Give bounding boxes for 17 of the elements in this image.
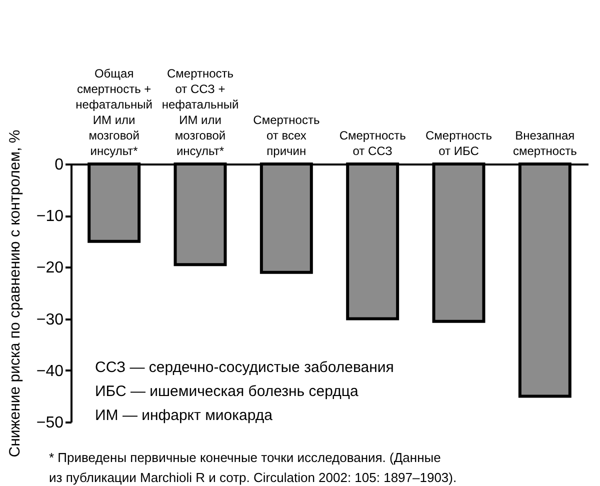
text: * Приведены первичные конечные точки исследования. (Данные из публикации Marchioli R и сотр. Circulation 2002: 105: 1897–1903). [49,450,457,485]
x-tick-label: Смертность от ИБС [425,128,492,158]
x-tick-label: Смертность от ССЗ [339,128,406,158]
annotation: ИБС — ишемическая болезнь сердца [95,383,359,400]
y-tick-label: −40 [36,362,64,380]
x-tick-label: Внезапная смертность [512,128,577,158]
x-tick-label: Смертность от ССЗ + нефатальный ИМ или мозговой инсульт* [162,66,239,158]
x-tick-label: Смертность от всех причин [253,113,320,158]
y-tick-label: 0 [54,156,64,174]
y-tick-label: −30 [36,311,64,328]
y-tick-label: −50 [36,414,64,432]
y-tick-label: −20 [36,260,64,277]
x-tick-label: Общая смертность + нефатальный ИМ или мозговой инсульт* [76,66,152,158]
y-tick-label: −10 [36,208,64,226]
y-axis-title: Снижение риска по сравнению с контролем, % [6,130,24,458]
annotation: ССЗ — сердечно-сосудистые заболевания [95,359,394,376]
annotation: ИМ — инфаркт миокарда [95,407,274,424]
